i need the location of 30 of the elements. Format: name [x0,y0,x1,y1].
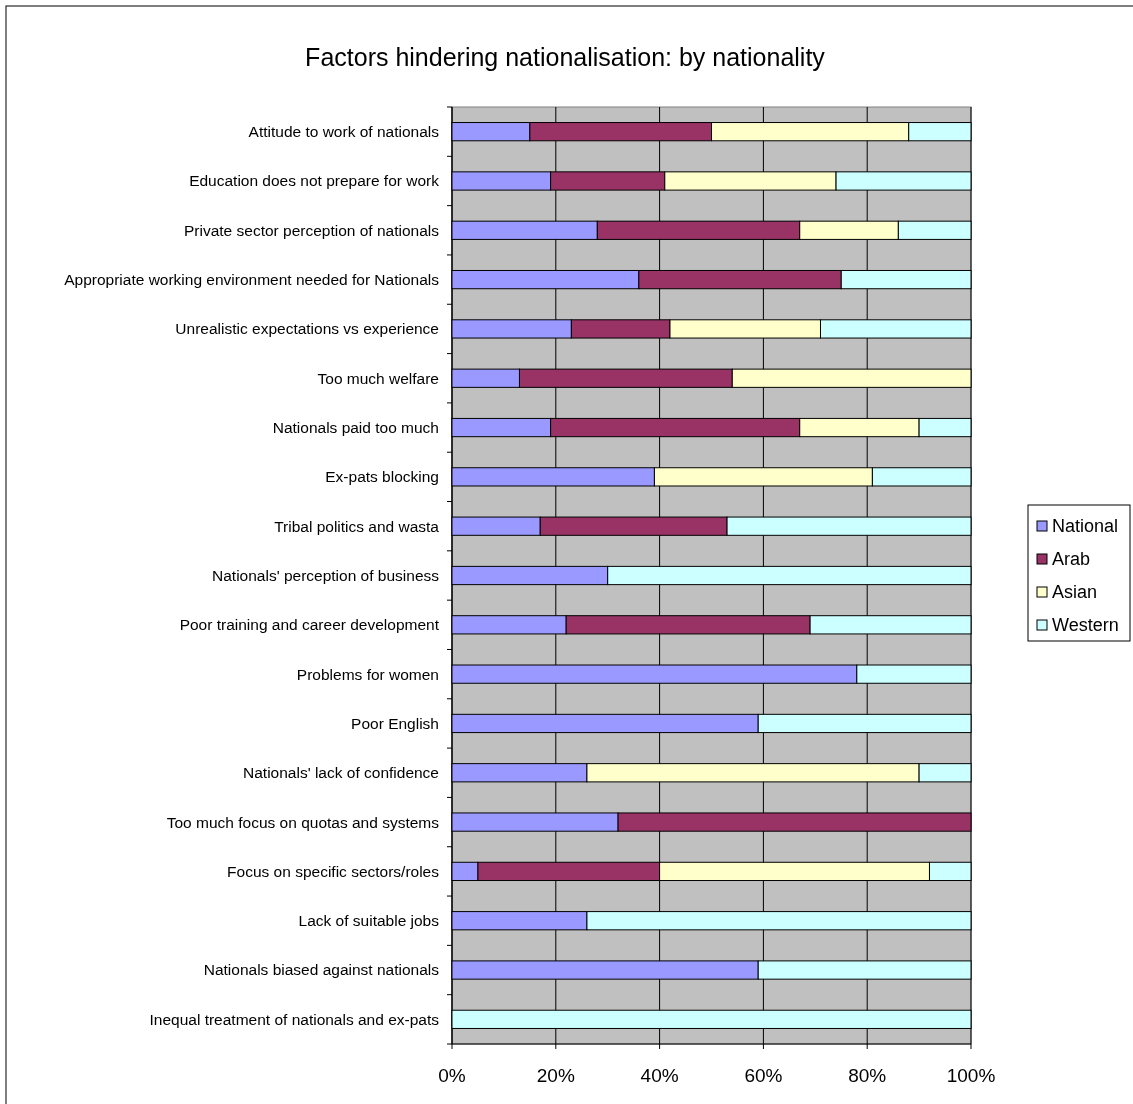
y-tick-label: Lack of suitable jobs [298,912,440,930]
y-tick-label: Poor training and career development [179,616,440,634]
y-tick-label: Nationals' perception of business [212,566,440,584]
y-tick-label: Poor English [351,714,439,732]
x-tick-label: 40% [640,1065,679,1086]
x-tick-label: 20% [536,1065,575,1086]
legend-label: National [1052,516,1119,537]
y-tick-label: Ex-pats blocking [325,468,439,486]
y-tick-label: Nationals' lack of confidence [243,764,439,782]
x-tick-label: 60% [744,1065,783,1086]
y-tick-label: Focus on specific sectors/roles [227,862,440,880]
y-tick-label: Tribal politics and wasta [274,517,440,535]
y-tick-label: Unrealistic expectations vs experience [175,320,439,338]
x-tick-label: 80% [848,1065,887,1086]
y-tick-label: Nationals biased against nationals [203,961,440,979]
y-tick-label: Education does not prepare for work [189,172,440,190]
legend-label: Arab [1052,549,1091,570]
y-tick-label: Private sector perception of nationals [183,221,440,239]
y-tick-label: Problems for women [296,665,439,683]
y-tick-label: Appropriate working environment needed for Nationals [64,271,440,289]
legend-label: Asian [1052,582,1098,603]
y-tick-label: Too much focus on quotas and systems [166,813,440,831]
y-tick-label: Attitude to work of nationals [248,123,440,141]
legend-label: Western [1052,615,1119,636]
y-tick-label: Too much welfare [317,369,439,387]
y-tick-label: Inequal treatment of nationals and ex-pats [149,1010,440,1028]
x-tick-label: 100% [946,1065,996,1086]
chart-title: Factors hindering nationalisation: by nationality [305,43,826,71]
x-tick-label: 0% [438,1065,466,1086]
y-tick-label: Nationals paid too much [272,418,439,436]
